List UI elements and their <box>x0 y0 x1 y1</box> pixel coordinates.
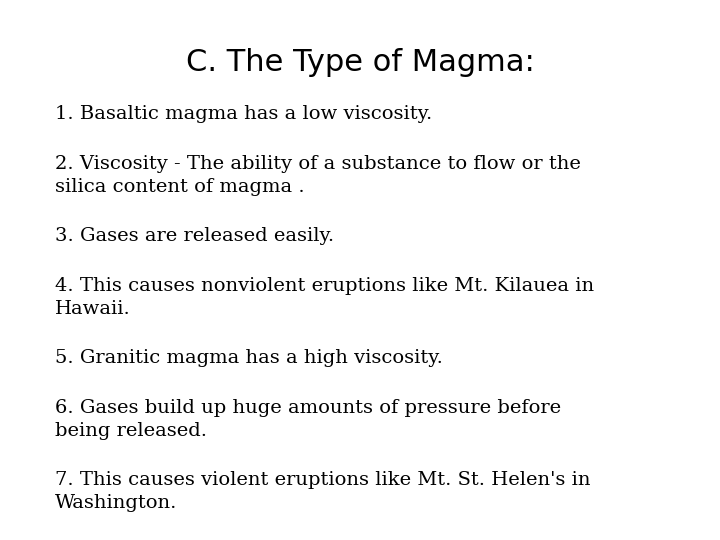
Text: 5. Granitic magma has a high viscosity.: 5. Granitic magma has a high viscosity. <box>55 349 443 367</box>
Text: 4. This causes nonviolent eruptions like Mt. Kilauea in
Hawaii.: 4. This causes nonviolent eruptions like… <box>55 277 594 318</box>
Text: C. The Type of Magma:: C. The Type of Magma: <box>186 48 534 77</box>
Text: 1. Basaltic magma has a low viscosity.: 1. Basaltic magma has a low viscosity. <box>55 105 432 123</box>
Text: 6. Gases build up huge amounts of pressure before
being released.: 6. Gases build up huge amounts of pressu… <box>55 399 561 440</box>
Text: 3. Gases are released easily.: 3. Gases are released easily. <box>55 227 334 245</box>
Text: 2. Viscosity - The ability of a substance to flow or the
silica content of magma: 2. Viscosity - The ability of a substanc… <box>55 155 581 196</box>
Text: 7. This causes violent eruptions like Mt. St. Helen's in
Washington.: 7. This causes violent eruptions like Mt… <box>55 471 590 512</box>
